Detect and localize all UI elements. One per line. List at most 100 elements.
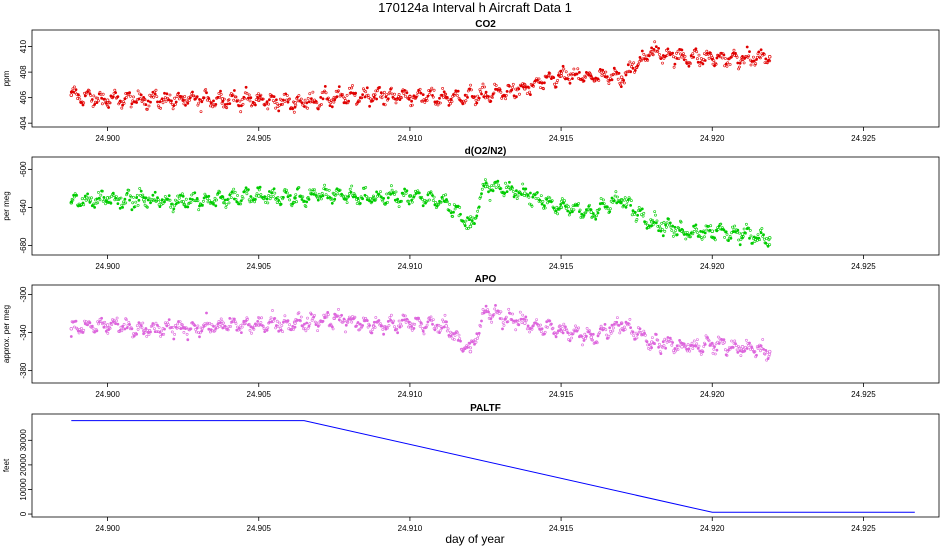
data-point-d-o2-n2	[189, 201, 193, 204]
data-point-co2	[205, 91, 208, 95]
data-point-apo	[216, 322, 220, 326]
data-point-d-o2-n2	[143, 203, 147, 207]
data-point-d-o2-n2	[651, 223, 655, 227]
data-point-apo	[644, 333, 647, 337]
data-point-d-o2-n2	[302, 199, 306, 203]
data-point-apo	[661, 340, 665, 344]
data-point-apo	[227, 325, 231, 328]
data-point-d-o2-n2	[665, 225, 668, 229]
data-point-apo	[410, 328, 414, 332]
data-point-d-o2-n2	[598, 207, 602, 211]
data-point-co2	[330, 98, 333, 102]
data-point-d-o2-n2	[567, 213, 571, 217]
data-point-co2	[600, 74, 604, 77]
data-point-d-o2-n2	[350, 184, 354, 188]
data-point-apo	[179, 327, 183, 331]
data-point-d-o2-n2	[297, 186, 301, 189]
data-point-co2	[602, 70, 605, 74]
data-point-apo	[90, 324, 94, 328]
data-point-co2	[405, 91, 409, 95]
data-point-d-o2-n2	[729, 236, 733, 240]
data-point-co2	[511, 85, 514, 89]
data-point-co2	[450, 100, 454, 103]
y-tick-label-co2: 404	[19, 116, 28, 130]
data-point-apo	[623, 328, 627, 331]
data-point-co2	[611, 73, 615, 77]
data-point-apo	[269, 316, 273, 320]
data-point-d-o2-n2	[355, 202, 359, 205]
data-point-co2	[132, 95, 135, 99]
data-point-d-o2-n2	[159, 200, 163, 204]
data-point-co2	[675, 51, 678, 55]
data-point-co2	[267, 98, 271, 102]
data-point-d-o2-n2	[767, 238, 771, 242]
data-point-co2	[364, 90, 368, 94]
data-point-apo	[219, 317, 223, 321]
data-point-apo	[125, 326, 129, 330]
data-point-apo	[381, 328, 385, 331]
data-point-d-o2-n2	[313, 188, 316, 192]
data-point-apo	[686, 343, 690, 346]
data-point-co2	[271, 99, 275, 103]
data-point-apo	[745, 347, 749, 350]
data-point-d-o2-n2	[595, 208, 599, 212]
data-point-d-o2-n2	[201, 199, 205, 203]
data-point-d-o2-n2	[421, 204, 425, 208]
data-point-d-o2-n2	[285, 188, 288, 192]
data-point-d-o2-n2	[163, 195, 167, 198]
data-point-apo	[426, 320, 430, 324]
data-point-co2	[267, 102, 271, 106]
data-point-co2	[474, 98, 478, 102]
data-point-apo	[301, 324, 305, 328]
data-point-d-o2-n2	[559, 202, 563, 206]
data-point-apo	[95, 329, 99, 333]
data-point-apo	[490, 320, 494, 324]
data-point-d-o2-n2	[248, 200, 252, 204]
data-point-co2	[692, 55, 696, 59]
data-point-d-o2-n2	[681, 228, 685, 232]
data-point-co2	[95, 101, 99, 105]
data-point-apo	[440, 326, 444, 330]
data-point-d-o2-n2	[227, 201, 231, 205]
data-point-d-o2-n2	[223, 198, 227, 202]
data-point-co2	[622, 78, 626, 82]
data-point-apo	[477, 331, 481, 335]
data-point-co2	[175, 95, 179, 99]
data-point-co2	[703, 59, 707, 62]
data-point-co2	[319, 103, 323, 106]
data-point-d-o2-n2	[630, 213, 634, 217]
y-tick-label-co2: 408	[19, 65, 28, 79]
data-point-apo	[238, 327, 242, 331]
data-point-co2	[90, 98, 94, 101]
data-point-co2	[581, 77, 584, 81]
y-tick-label-paltf: 0	[19, 511, 28, 516]
data-point-d-o2-n2	[323, 183, 327, 187]
data-point-co2	[315, 101, 319, 105]
data-point-apo	[733, 339, 737, 343]
data-point-d-o2-n2	[281, 195, 285, 199]
x-tick-label-paltf: 24.915	[549, 524, 574, 533]
y-axis-label-paltf: feet	[2, 458, 11, 472]
data-point-d-o2-n2	[288, 198, 292, 202]
data-point-apo	[293, 325, 297, 329]
data-point-d-o2-n2	[170, 202, 174, 206]
data-point-d-o2-n2	[658, 226, 662, 230]
data-point-d-o2-n2	[663, 229, 667, 233]
data-point-apo	[739, 354, 743, 358]
data-point-d-o2-n2	[557, 207, 561, 211]
data-point-apo	[617, 323, 621, 327]
data-point-d-o2-n2	[571, 210, 574, 214]
data-point-co2	[683, 55, 687, 58]
data-point-d-o2-n2	[548, 196, 552, 200]
data-point-d-o2-n2	[433, 203, 437, 207]
data-point-co2	[135, 101, 139, 104]
data-point-d-o2-n2	[459, 212, 462, 216]
data-point-co2	[529, 93, 532, 97]
data-point-co2	[162, 98, 166, 102]
data-point-d-o2-n2	[120, 203, 124, 207]
data-point-apo	[504, 315, 508, 319]
data-point-apo	[506, 320, 510, 324]
data-point-co2	[195, 95, 199, 99]
data-point-d-o2-n2	[356, 196, 360, 200]
data-point-co2	[481, 82, 485, 86]
